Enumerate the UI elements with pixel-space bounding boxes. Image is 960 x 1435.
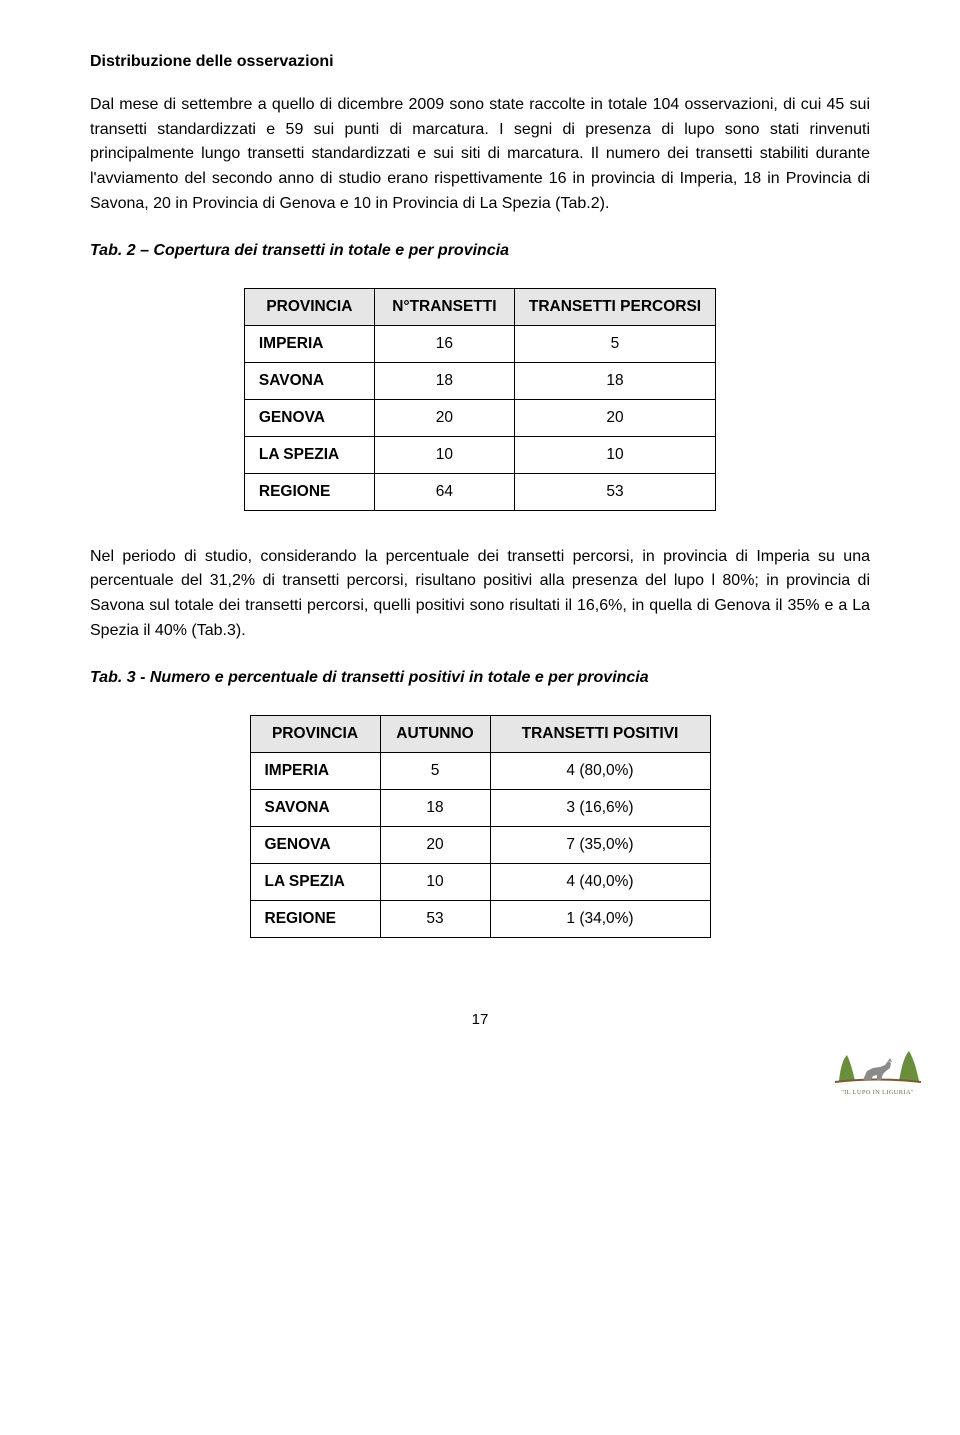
t1-r1-c1: 18 (374, 362, 514, 399)
t2-r2-label: GENOVA (250, 826, 380, 863)
wolf-logo-icon: "IL LUPO IN LIGURIA" (830, 1041, 925, 1101)
t2-r1-c2: 3 (16,6%) (490, 789, 710, 826)
t1-r1-label: SAVONA (244, 362, 374, 399)
table-1: PROVINCIA N°TRANSETTI TRANSETTI PERCORSI… (244, 288, 716, 511)
t1-r2-c1: 20 (374, 399, 514, 436)
t1-r4-c1: 64 (374, 473, 514, 510)
t1-r2-label: GENOVA (244, 399, 374, 436)
t1-r4-c2: 53 (514, 473, 715, 510)
table-row: REGIONE 64 53 (244, 473, 715, 510)
t1-r3-c1: 10 (374, 436, 514, 473)
table-row: LA SPEZIA 10 10 (244, 436, 715, 473)
t2-r0-c1: 5 (380, 752, 490, 789)
table-row: SAVONA 18 18 (244, 362, 715, 399)
table-2-caption: Tab. 3 - Numero e percentuale di transet… (90, 666, 870, 691)
t1-r1-c2: 18 (514, 362, 715, 399)
table-2-h1: AUTUNNO (380, 715, 490, 752)
t2-r1-label: SAVONA (250, 789, 380, 826)
table-row: LA SPEZIA 10 4 (40,0%) (250, 863, 710, 900)
t1-r4-label: REGIONE (244, 473, 374, 510)
table-2-header-row: PROVINCIA AUTUNNO TRANSETTI POSITIVI (250, 715, 710, 752)
t2-r3-c1: 10 (380, 863, 490, 900)
paragraph-1: Dal mese di settembre a quello di dicemb… (90, 93, 870, 217)
table-2-h0: PROVINCIA (250, 715, 380, 752)
table-1-h1: N°TRANSETTI (374, 288, 514, 325)
t2-r3-label: LA SPEZIA (250, 863, 380, 900)
table-1-h0: PROVINCIA (244, 288, 374, 325)
t1-r0-c2: 5 (514, 325, 715, 362)
t2-r3-c2: 4 (40,0%) (490, 863, 710, 900)
t1-r2-c2: 20 (514, 399, 715, 436)
table-row: REGIONE 53 1 (34,0%) (250, 900, 710, 937)
table-row: IMPERIA 16 5 (244, 325, 715, 362)
paragraph-2: Nel periodo di studio, considerando la p… (90, 545, 870, 644)
page-number: 17 (90, 1008, 870, 1031)
t1-r3-c2: 10 (514, 436, 715, 473)
t2-r2-c1: 20 (380, 826, 490, 863)
table-1-header-row: PROVINCIA N°TRANSETTI TRANSETTI PERCORSI (244, 288, 715, 325)
footer-logo-area: "IL LUPO IN LIGURIA" (90, 1041, 870, 1101)
t2-r0-label: IMPERIA (250, 752, 380, 789)
section-title: Distribuzione delle osservazioni (90, 50, 870, 75)
table-row: GENOVA 20 7 (35,0%) (250, 826, 710, 863)
table-1-caption: Tab. 2 – Copertura dei transetti in tota… (90, 239, 870, 264)
t1-r0-label: IMPERIA (244, 325, 374, 362)
table-row: GENOVA 20 20 (244, 399, 715, 436)
table-2-wrap: PROVINCIA AUTUNNO TRANSETTI POSITIVI IMP… (90, 715, 870, 938)
table-1-h2: TRANSETTI PERCORSI (514, 288, 715, 325)
table-2: PROVINCIA AUTUNNO TRANSETTI POSITIVI IMP… (250, 715, 711, 938)
t2-r0-c2: 4 (80,0%) (490, 752, 710, 789)
table-2-h2: TRANSETTI POSITIVI (490, 715, 710, 752)
t2-r4-c2: 1 (34,0%) (490, 900, 710, 937)
logo-caption: "IL LUPO IN LIGURIA" (830, 1088, 925, 1098)
t2-r4-c1: 53 (380, 900, 490, 937)
table-row: IMPERIA 5 4 (80,0%) (250, 752, 710, 789)
t1-r0-c1: 16 (374, 325, 514, 362)
table-1-wrap: PROVINCIA N°TRANSETTI TRANSETTI PERCORSI… (90, 288, 870, 511)
t2-r2-c2: 7 (35,0%) (490, 826, 710, 863)
t2-r1-c1: 18 (380, 789, 490, 826)
table-row: SAVONA 18 3 (16,6%) (250, 789, 710, 826)
t1-r3-label: LA SPEZIA (244, 436, 374, 473)
t2-r4-label: REGIONE (250, 900, 380, 937)
